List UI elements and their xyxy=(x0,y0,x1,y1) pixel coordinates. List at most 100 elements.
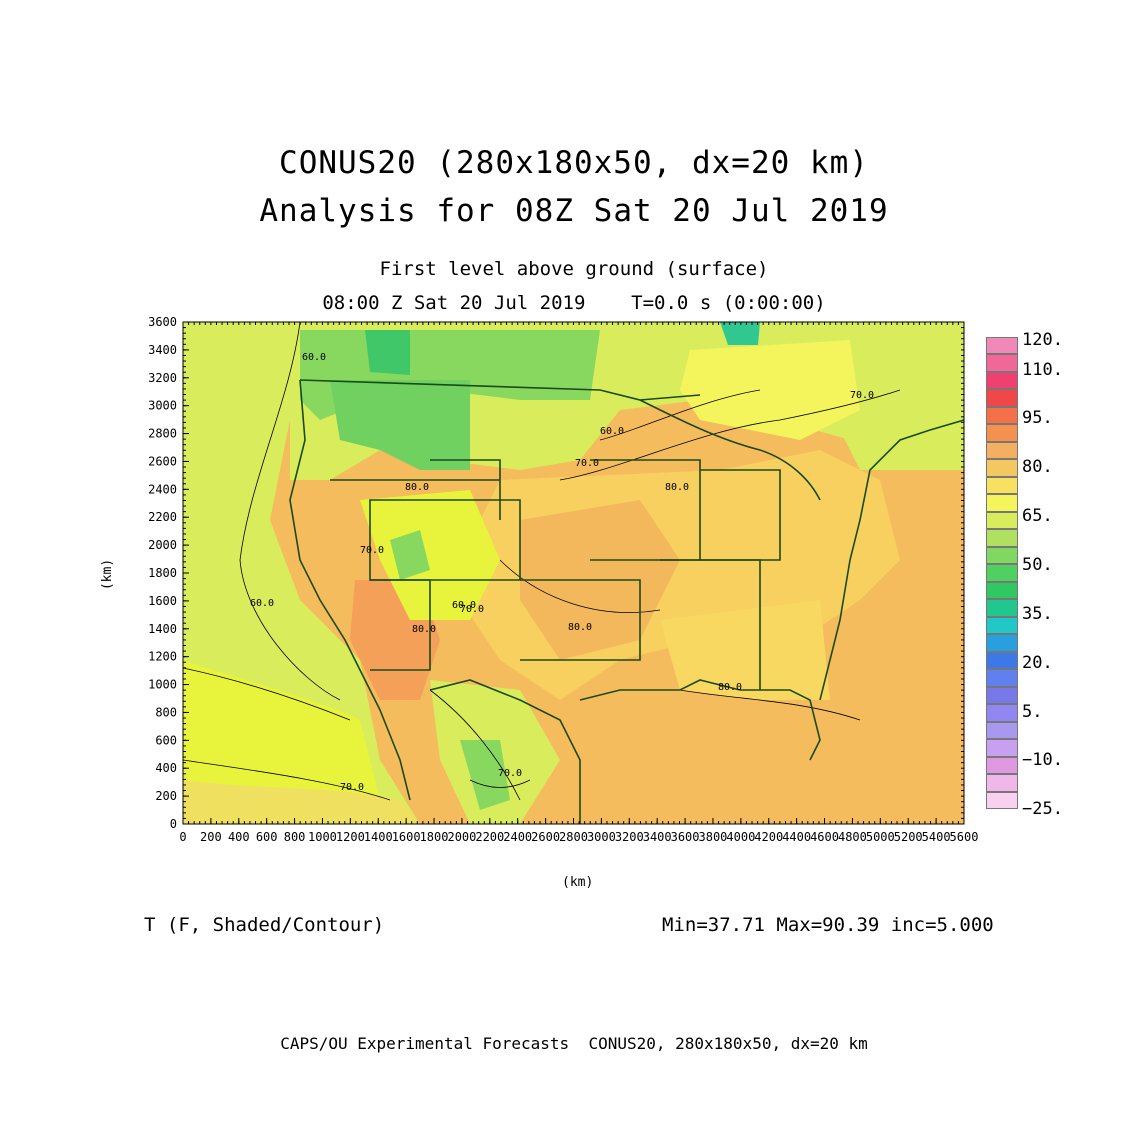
x-tick-label: 5400 xyxy=(922,830,951,844)
colorbar-label: 95. xyxy=(1022,408,1053,428)
colorbar-label: −25. xyxy=(1022,799,1063,819)
y-tick-label: 400 xyxy=(155,761,177,775)
x-tick-label: 3600 xyxy=(671,830,700,844)
x-tick-label: 5200 xyxy=(894,830,923,844)
colorbar-swatch xyxy=(986,739,1018,757)
colorbar-label: 50. xyxy=(1022,555,1053,575)
colorbar-swatch xyxy=(986,441,1018,460)
contour-label: 80.0 xyxy=(568,622,592,633)
y-tick-label: 1400 xyxy=(148,622,177,636)
map-title-line1: CONUS20 (280x180x50, dx=20 km) xyxy=(279,145,869,181)
colorbar-swatch xyxy=(986,546,1018,565)
y-tick-label: 1000 xyxy=(148,678,177,692)
footer-credit: CAPS/OU Experimental Forecasts CONUS20, … xyxy=(280,1034,868,1053)
colorbar-swatch xyxy=(986,721,1018,740)
contour-label: 70.0 xyxy=(498,768,522,779)
colorbar-swatch xyxy=(986,774,1018,792)
y-axis: 0 200 400 600 800 1000 1200 1400 1600 1800 2000 220… xyxy=(148,315,964,831)
level-subtitle: First level above ground (surface) xyxy=(379,258,769,280)
x-tick-label: 3400 xyxy=(643,830,672,844)
contour-label: 70.0 xyxy=(360,545,384,556)
x-tick-label: 3000 xyxy=(587,830,616,844)
colorbar-label: 65. xyxy=(1022,506,1053,526)
x-tick-label: 1800 xyxy=(420,830,449,844)
x-tick-label: 2000 xyxy=(447,830,476,844)
colorbar-swatch xyxy=(986,756,1018,775)
colorbar-swatch xyxy=(986,669,1018,687)
field-stats: Min=37.71 Max=90.39 inc=5.000 xyxy=(662,914,994,936)
x-tick-label: 2600 xyxy=(531,830,560,844)
contour-label: 70.0 xyxy=(850,390,874,401)
contour-label: 70.0 xyxy=(340,782,364,793)
x-tick-label: 1600 xyxy=(392,830,421,844)
contour-labels: 70.070.060.060.070.080.060.070.080.080.0… xyxy=(250,352,874,793)
y-tick-label: 1800 xyxy=(148,566,177,580)
colorbar-label: 20. xyxy=(1022,653,1053,673)
contour-label: 80.0 xyxy=(412,624,436,635)
contour-label: 80.0 xyxy=(718,682,742,693)
y-tick-label: 3000 xyxy=(148,399,177,413)
variable-label: T (F, Shaded/Contour) xyxy=(144,914,385,936)
x-tick-label: 2800 xyxy=(559,830,588,844)
y-tick-label: 800 xyxy=(155,705,177,719)
colorbar-swatch xyxy=(986,704,1018,722)
colorbar-label: 120. xyxy=(1022,330,1063,350)
x-tick-label: 4200 xyxy=(754,830,783,844)
x-tick-label: 1000 xyxy=(308,830,337,844)
x-axis: 0 200 400 600 800 100012001400160018002000220… xyxy=(179,322,978,844)
colorbar-label: 80. xyxy=(1022,457,1053,477)
colorbar-swatch xyxy=(986,564,1018,582)
time-subtitle: 08:00 Z Sat 20 Jul 2019 T=0.0 s (0:00:00… xyxy=(322,292,826,314)
boundaries xyxy=(289,379,964,824)
x-tick-label: 4800 xyxy=(838,830,867,844)
x-tick-label: 3800 xyxy=(699,830,728,844)
contour-label: 60.0 xyxy=(302,352,326,363)
contour-label: 80.0 xyxy=(665,482,689,493)
colorbar-swatch xyxy=(986,354,1018,372)
contour-label: 70.0 xyxy=(575,458,599,469)
y-tick-label: 200 xyxy=(155,789,177,803)
y-tick-label: 1200 xyxy=(148,650,177,664)
colorbar-swatch xyxy=(986,616,1018,635)
colorbar-swatch xyxy=(986,686,1018,705)
colorbar-swatch xyxy=(986,337,1018,355)
colorbar-label: −10. xyxy=(1022,750,1063,770)
colorbar-swatch xyxy=(986,651,1018,670)
x-tick-label: 200 xyxy=(200,830,222,844)
colorbar-swatch xyxy=(986,511,1018,530)
colorbar-label: 110. xyxy=(1022,360,1063,380)
colorbar-swatch xyxy=(986,406,1018,425)
colorbar-swatch xyxy=(986,581,1018,600)
y-tick-label: 2400 xyxy=(148,482,177,496)
colorbar-swatch xyxy=(986,371,1018,390)
colorbar-swatch xyxy=(986,529,1018,547)
x-tick-label: 4000 xyxy=(726,830,755,844)
y-tick-label: 0 xyxy=(170,817,177,831)
contour-label: 60.0 xyxy=(452,600,476,611)
x-tick-label: 800 xyxy=(284,830,306,844)
y-tick-label: 3400 xyxy=(148,343,177,357)
x-tick-label: 600 xyxy=(256,830,278,844)
contour-label: 60.0 xyxy=(250,598,274,609)
y-tick-label: 2800 xyxy=(148,427,177,441)
temperature-contours xyxy=(183,322,901,801)
x-tick-label: 400 xyxy=(228,830,250,844)
y-tick-label: 1600 xyxy=(148,594,177,608)
x-tick-label: 1200 xyxy=(336,830,365,844)
colorbar-label: 5. xyxy=(1022,702,1043,722)
y-tick-label: 2000 xyxy=(148,538,177,552)
colorbar-swatch xyxy=(986,599,1018,617)
colorbar-swatch xyxy=(986,389,1018,407)
map-title-line2: Analysis for 08Z Sat 20 Jul 2019 xyxy=(259,193,889,229)
colorbar-swatch xyxy=(986,494,1018,512)
x-tick-label: 1400 xyxy=(364,830,393,844)
x-tick-label: 2400 xyxy=(503,830,532,844)
colorbar-label: 35. xyxy=(1022,604,1053,624)
x-tick-label: 0 xyxy=(179,830,186,844)
contour-label: 70.0 xyxy=(460,604,484,615)
colorbar-swatch xyxy=(986,459,1018,477)
contour-label: 80.0 xyxy=(405,482,429,493)
y-tick-label: 2600 xyxy=(148,454,177,468)
colorbar-swatch xyxy=(986,791,1018,809)
